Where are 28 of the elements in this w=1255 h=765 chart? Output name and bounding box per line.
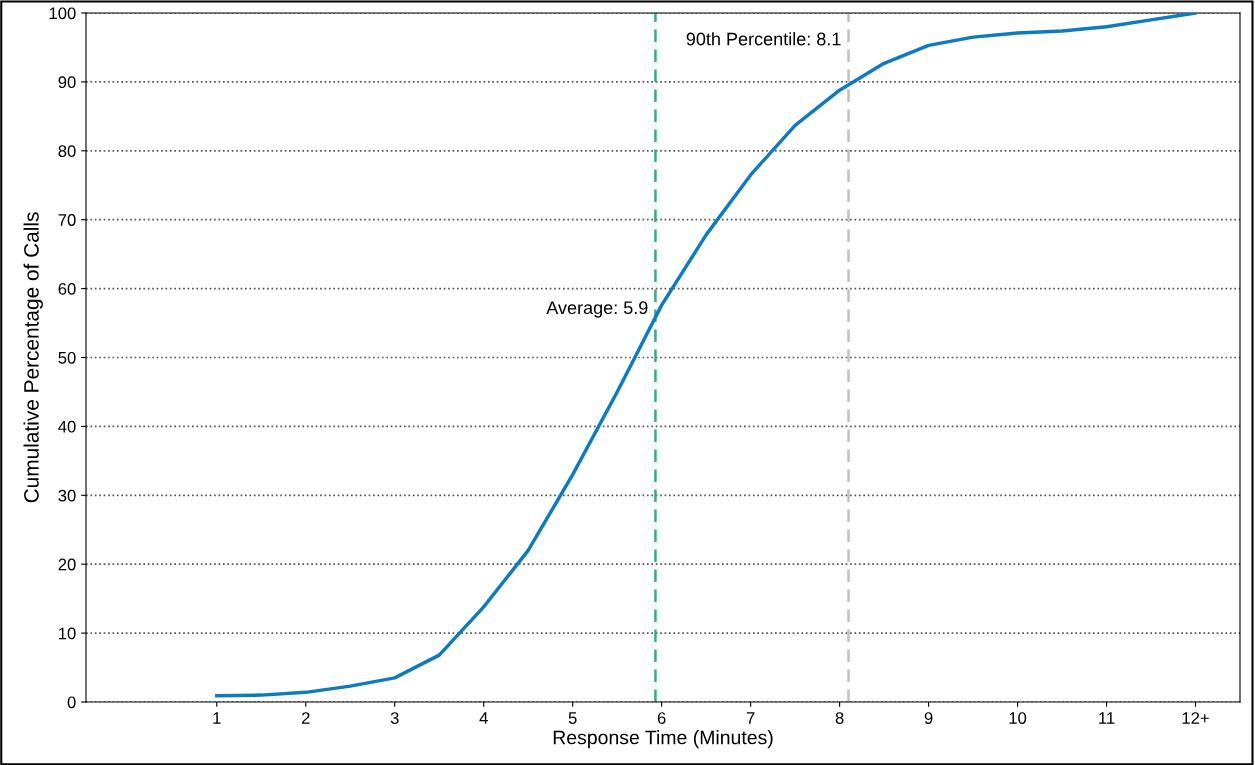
- y-tick-label: 0: [67, 696, 76, 709]
- ref-line-label: Average: 5.9: [546, 301, 648, 318]
- y-tick-label: 30: [58, 489, 76, 502]
- x-tick-label: 8: [835, 712, 844, 724]
- x-tick-label: 2: [301, 712, 310, 724]
- x-tick-label: 4: [479, 712, 488, 724]
- x-tick-label: 10: [1009, 712, 1027, 724]
- y-axis-title: Cumulative Percentage of Calls: [23, 212, 43, 503]
- x-axis-title: Response Time (Minutes): [553, 730, 773, 749]
- y-tick-label: 20: [58, 558, 76, 571]
- ref-line-label: 90th Percentile: 8.1: [686, 32, 841, 46]
- x-tick-label: 1: [213, 712, 221, 724]
- x-tick-label: 9: [924, 712, 933, 724]
- y-tick-label: 90: [58, 76, 76, 89]
- y-tick-label: 70: [58, 214, 76, 226]
- x-tick-label: 6: [657, 712, 666, 724]
- x-tick-label: 11: [1099, 712, 1115, 724]
- y-tick-label: 80: [58, 145, 76, 157]
- y-tick-label: 50: [58, 351, 76, 364]
- y-tick-label: 10: [59, 627, 76, 640]
- x-tick-label: 12+: [1182, 712, 1209, 724]
- x-tick-label: 7: [746, 712, 755, 724]
- y-tick-label: 60: [58, 283, 76, 295]
- y-tick-label: 100: [49, 7, 76, 20]
- y-tick-label: 40: [58, 420, 76, 433]
- x-tick-label: 5: [568, 712, 577, 724]
- x-tick-label: 3: [390, 712, 399, 724]
- line-series: [215, 13, 1198, 698]
